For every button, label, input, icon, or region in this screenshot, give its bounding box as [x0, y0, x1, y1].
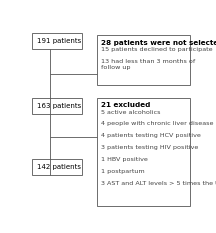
- Bar: [97, 35, 190, 85]
- Bar: [32, 33, 82, 49]
- Text: 21 excluded: 21 excluded: [102, 103, 151, 108]
- Text: 191 patients: 191 patients: [37, 38, 81, 45]
- Bar: [32, 159, 82, 175]
- Text: 4 patients testing HCV positive: 4 patients testing HCV positive: [102, 133, 201, 138]
- Text: 28 patients were not selected: 28 patients were not selected: [102, 40, 216, 46]
- Text: follow up: follow up: [102, 65, 131, 70]
- Text: 1 HBV positive: 1 HBV positive: [102, 157, 148, 162]
- Text: 3 AST and ALT levels > 5 times the ULN: 3 AST and ALT levels > 5 times the ULN: [102, 181, 216, 186]
- Text: 15 patients declined to participate: 15 patients declined to participate: [102, 47, 213, 52]
- Text: 3 patients testing HIV positive: 3 patients testing HIV positive: [102, 145, 199, 150]
- Bar: [32, 98, 82, 114]
- Text: 163 patients: 163 patients: [37, 103, 81, 109]
- Text: 5 active alcoholics: 5 active alcoholics: [102, 110, 161, 115]
- Text: 4 people with chronic liver disease: 4 people with chronic liver disease: [102, 121, 214, 127]
- Text: 142 patients: 142 patients: [37, 164, 81, 170]
- Bar: [97, 98, 190, 206]
- Text: 13 had less than 3 months of: 13 had less than 3 months of: [102, 59, 196, 64]
- Text: 1 postpartum: 1 postpartum: [102, 169, 145, 174]
